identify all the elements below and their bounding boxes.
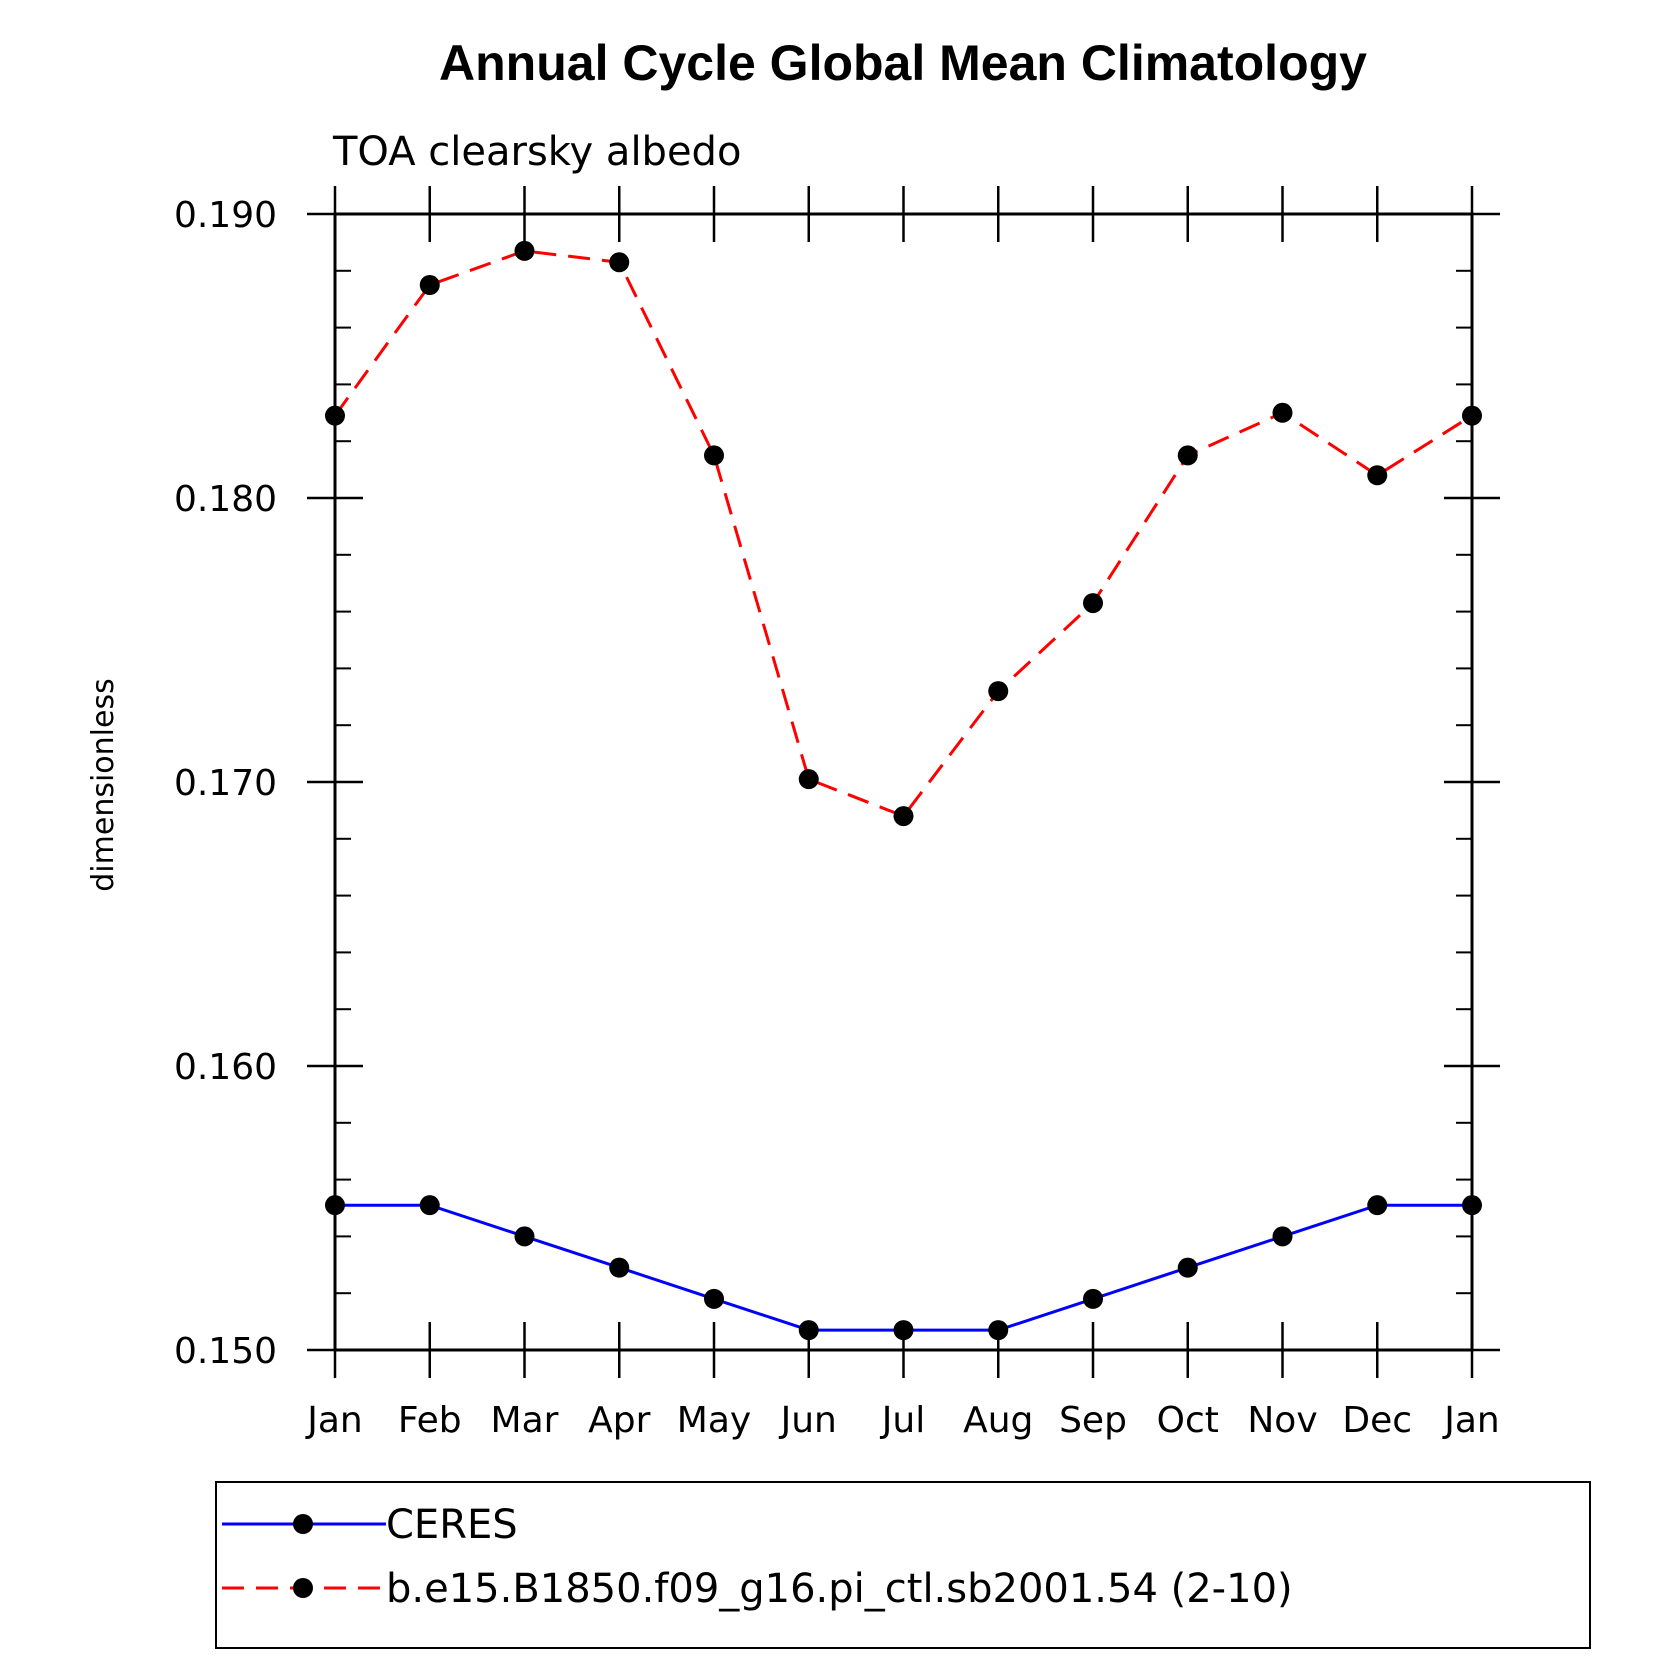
y-tick-label: 0.160 [174,1047,277,1088]
series-0-point [1083,1288,1103,1309]
chart-title: Annual Cycle Global Mean Climatology [439,35,1367,91]
series-0-point [704,1288,724,1309]
x-tick-label: Oct [1157,1400,1219,1441]
x-tick-label: Jun [779,1400,837,1441]
series-1-point [1462,405,1482,426]
chart-subtitle: TOA clearsky albedo [332,129,741,175]
x-tick-label: Dec [1342,1400,1412,1441]
legend: CERES b.e15.B1850.f09_g16.pi_ctl.sb2001.… [215,1481,1591,1649]
series-1-point [1177,445,1198,466]
x-tick-label: Aug [963,1400,1033,1441]
y-tick-label: 0.180 [174,479,277,520]
y-ticks: 0.150 0.160 0.170 0.180 0.190 [174,195,1500,1372]
legend-marker-ceres [293,1514,313,1534]
y-axis-label: dimensionless [86,678,121,891]
y-tick-label: 0.170 [174,763,277,804]
y-tick-label: 0.190 [174,195,277,236]
series-1-point [1367,465,1388,486]
x-tick-label: Apr [588,1400,650,1441]
series-1-point [988,681,1009,702]
series-1-point [609,252,630,273]
series-line-0 [335,1203,1472,1332]
x-tick-label: Jan [305,1400,363,1441]
y-tick-label: 0.150 [174,1331,277,1372]
series-1-point [1272,402,1293,423]
series-0-point [514,1226,535,1247]
series-1-point [514,240,535,261]
series-0-point [325,1195,345,1216]
minor-ticks [335,269,1472,1295]
x-tick-label: Jan [1442,1400,1500,1441]
series-1-point [798,769,819,790]
series-1-point [704,445,724,466]
plot-frame [333,212,1474,1352]
series-0-point [798,1320,819,1341]
x-tick-label: May [677,1400,751,1441]
series-1-point [325,405,345,426]
x-ticks: Jan Feb Mar Apr May Jun Jul Aug Sep Oct Nov Dec Jan [305,186,1500,1441]
series-1-point [419,275,440,295]
legend-label-model: b.e15.B1850.f09_g16.pi_ctl.sb2001.54 (2-… [386,1566,1293,1612]
legend-box [215,1481,1591,1649]
series-0-point [1462,1195,1482,1216]
legend-label-ceres: CERES [386,1502,518,1548]
series-0-point [1272,1226,1293,1247]
series-0-point [1177,1257,1198,1278]
legend-marker-model [293,1578,313,1598]
x-tick-label: Mar [491,1400,559,1441]
x-tick-label: Feb [398,1400,462,1441]
series-line-1 [333,249,1473,818]
series-layer [325,240,1482,1341]
x-tick-label: Jul [880,1400,925,1441]
series-0-point [893,1320,914,1341]
series-0-point [1367,1195,1388,1216]
series-1-point [893,806,914,827]
series-0-point [988,1320,1009,1341]
series-0-point [609,1257,630,1278]
x-tick-label: Nov [1247,1400,1317,1441]
series-1-point [1083,593,1103,614]
series-0-point [419,1195,440,1216]
x-tick-label: Sep [1059,1400,1127,1441]
